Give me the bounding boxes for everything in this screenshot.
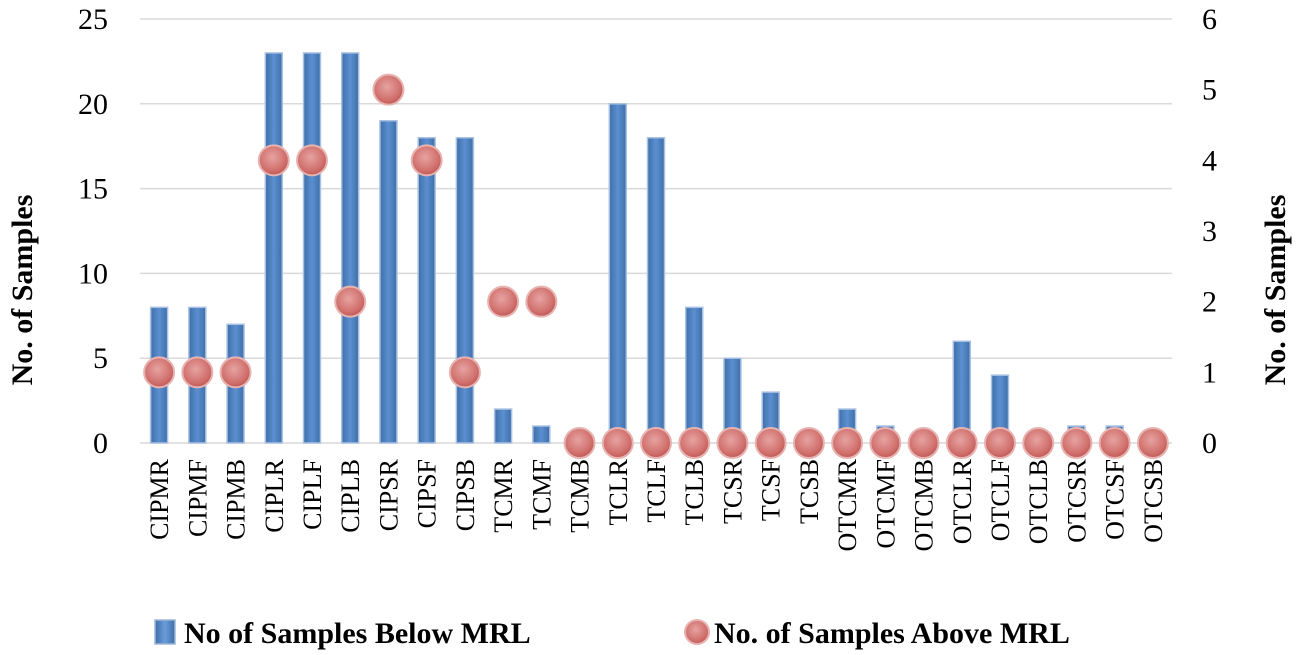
marker-point	[754, 427, 787, 459]
marker-point	[563, 427, 596, 459]
left-y-axis-ticks: 0 5 10 15 20 25	[78, 3, 108, 460]
marker-point	[1022, 427, 1055, 459]
marker-point	[907, 427, 940, 459]
left-y-tick-label: 20	[78, 88, 108, 121]
marker-point	[984, 427, 1016, 459]
bar	[302, 52, 322, 444]
marker-point	[448, 356, 481, 389]
legend-label-below-mrl: No of Samples Below MRL	[184, 617, 531, 650]
x-category-label: TCSR	[718, 458, 747, 524]
marker-point	[831, 427, 864, 459]
x-category-label: CIPLB	[336, 459, 365, 533]
right-y-tick-label: 1	[1202, 356, 1217, 389]
x-category-label: TCMF	[527, 459, 556, 530]
x-category-label: CIPMB	[222, 459, 251, 540]
legend-marker-swatch	[684, 619, 710, 645]
x-category-label: CIPSF	[413, 459, 442, 528]
marker-series-above-mrl	[143, 73, 1169, 459]
x-category-label: TCLB	[680, 459, 709, 525]
marker-point	[525, 285, 558, 318]
bar	[417, 136, 436, 444]
x-category-label: TCLF	[642, 459, 671, 523]
right-y-tick-label: 2	[1202, 286, 1217, 319]
bar	[532, 425, 551, 444]
x-category-label: CIPMF	[183, 459, 212, 537]
x-category-label: TCLR	[604, 458, 633, 525]
bar	[455, 136, 475, 444]
left-y-tick-label: 10	[78, 257, 108, 290]
marker-point	[334, 285, 367, 318]
marker-point	[143, 356, 176, 389]
x-category-label: CIPLR	[260, 458, 289, 532]
x-category-label: OTCLF	[986, 459, 1015, 541]
legend-label-above-mrl: No. of Samples Above MRL	[714, 617, 1070, 650]
x-category-label: TCSF	[757, 459, 786, 521]
right-y-tick-label: 6	[1202, 3, 1217, 36]
right-y-tick-label: 0	[1202, 427, 1217, 460]
legend-bar-swatch	[154, 619, 176, 645]
bar	[264, 52, 284, 444]
x-category-label: OTCSF	[1101, 459, 1130, 540]
x-category-label: OTCLB	[1024, 459, 1053, 544]
x-category-label: OTCSR	[1062, 458, 1091, 542]
y-axis-title-right: No. of Samples	[1259, 195, 1292, 386]
marker-point	[1060, 427, 1093, 459]
x-category-label: TCSB	[795, 459, 824, 524]
x-category-label: TCMB	[566, 459, 595, 533]
marker-point	[372, 73, 405, 106]
marker-point	[945, 427, 978, 459]
bar	[684, 306, 704, 444]
marker-point	[601, 427, 634, 459]
x-category-label: TCMR	[489, 458, 518, 532]
marker-point	[792, 427, 825, 459]
marker-point	[487, 285, 520, 318]
right-y-tick-label: 4	[1202, 144, 1217, 177]
bar	[646, 136, 666, 444]
marker-point	[869, 427, 902, 459]
bar	[608, 103, 628, 444]
bar	[493, 408, 513, 444]
right-y-tick-label: 5	[1202, 74, 1217, 107]
marker-point	[296, 144, 328, 177]
x-axis-category-labels: CIPMR CIPMF CIPMB CIPLR CIPLF CIPLB CIPSR CIPSF…	[145, 458, 1168, 551]
y-axis-title-left: No. of Samples	[6, 195, 39, 386]
marker-point	[1098, 427, 1131, 459]
x-category-label: OTCMB	[910, 459, 939, 551]
marker-point	[678, 427, 711, 459]
marker-point	[410, 144, 443, 177]
x-category-label: OTCSB	[1139, 459, 1168, 543]
x-category-label: OTCMR	[833, 458, 862, 551]
bar	[379, 120, 398, 444]
marker-point	[1136, 427, 1169, 459]
right-y-axis-ticks: 0 1 2 3 4 5 6	[1202, 3, 1217, 460]
x-category-label: CIPSR	[374, 458, 403, 531]
left-y-tick-label: 15	[78, 173, 108, 206]
marker-point	[181, 356, 214, 389]
marker-point	[716, 427, 749, 459]
marker-point	[257, 144, 290, 177]
legend: No of Samples Below MRL No. of Samples A…	[154, 617, 1070, 650]
x-category-label: CIPMR	[145, 458, 174, 540]
x-category-label: CIPSB	[451, 459, 480, 531]
marker-point	[640, 427, 672, 459]
right-y-tick-label: 3	[1202, 215, 1217, 248]
x-category-label: CIPLF	[298, 459, 327, 530]
x-category-label: OTCMF	[871, 459, 900, 549]
marker-point	[219, 356, 252, 389]
left-y-tick-label: 5	[93, 342, 108, 375]
left-y-tick-label: 25	[78, 3, 108, 36]
bar	[340, 52, 360, 444]
left-y-tick-label: 0	[93, 427, 108, 460]
bar-series-below-mrl	[149, 52, 1124, 444]
x-category-label: OTCLR	[948, 458, 977, 544]
